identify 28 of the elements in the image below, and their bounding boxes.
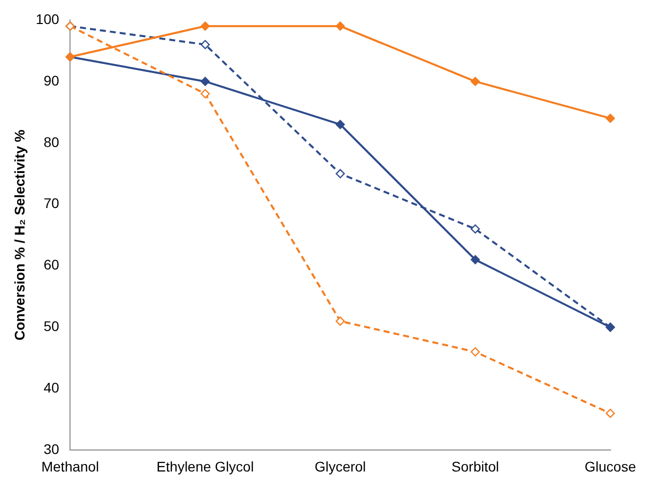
x-tick-label: Sorbitol — [452, 458, 500, 474]
point — [470, 224, 480, 234]
y-tick-label: 30 — [44, 441, 60, 458]
y-axis-title: Conversion % / H₂ Selectivity % — [11, 129, 28, 341]
point — [200, 40, 210, 50]
point — [336, 169, 345, 178]
point — [200, 89, 210, 98]
x-tick-label: Glucose — [584, 458, 636, 474]
point — [470, 76, 480, 86]
point — [336, 22, 345, 31]
y-tick-label: 40 — [44, 380, 60, 396]
y-tick-label: 50 — [44, 318, 60, 334]
y-tick-label: 80 — [44, 134, 60, 150]
x-tick-label: Glycerol — [314, 458, 366, 474]
point — [606, 114, 615, 123]
x-tick-label: Ethylene Glycol — [156, 458, 254, 474]
point — [470, 255, 480, 264]
y-tick-label: 60 — [44, 256, 60, 273]
y-tick-label: 90 — [44, 72, 60, 88]
x-tick-label: Methanol — [41, 458, 99, 474]
point — [470, 347, 480, 356]
point — [200, 76, 210, 86]
y-tick-label: 70 — [44, 195, 60, 212]
point — [336, 120, 345, 130]
point — [336, 316, 345, 326]
point — [606, 408, 615, 418]
y-tick-label: 100 — [36, 10, 60, 27]
point — [200, 22, 210, 31]
